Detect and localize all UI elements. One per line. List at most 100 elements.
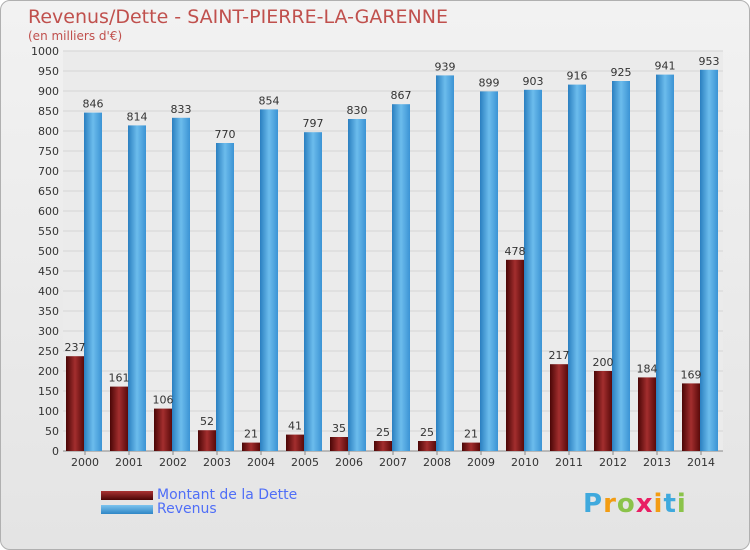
data-label-revenus: 797 xyxy=(303,117,324,130)
y-tick-label: 300 xyxy=(38,325,59,338)
data-label-revenus: 770 xyxy=(215,128,236,141)
bar-dette xyxy=(330,437,348,451)
data-label-revenus: 916 xyxy=(567,70,588,83)
bar-revenus xyxy=(480,91,498,452)
bar-dette xyxy=(418,441,436,451)
data-label-dette: 21 xyxy=(244,428,258,441)
y-tick-label: 50 xyxy=(45,425,59,438)
x-tick-label: 2001 xyxy=(115,456,143,469)
y-tick-label: 850 xyxy=(38,105,59,118)
y-tick-label: 350 xyxy=(38,305,59,318)
bar-dette xyxy=(110,386,128,451)
bar-revenus xyxy=(392,104,410,451)
bar-revenus xyxy=(656,74,674,451)
logo-letter: t xyxy=(663,489,677,519)
logo-letter: P xyxy=(583,489,604,519)
y-tick-label: 600 xyxy=(38,205,59,218)
bar-revenus xyxy=(612,81,630,451)
x-tick-label: 2014 xyxy=(687,456,715,469)
data-label-revenus: 867 xyxy=(391,89,412,102)
bar-revenus xyxy=(216,143,234,451)
y-tick-label: 1000 xyxy=(31,45,59,58)
bar-dette xyxy=(638,377,656,451)
x-tick-label: 2012 xyxy=(599,456,627,469)
legend-swatch-dette xyxy=(101,490,153,500)
proxiti-logo: Proxiti xyxy=(583,489,687,519)
data-label-dette: 184 xyxy=(637,362,658,375)
y-tick-label: 750 xyxy=(38,145,59,158)
bar-dette xyxy=(242,442,260,451)
bar-dette xyxy=(462,442,480,451)
y-tick-label: 550 xyxy=(38,225,59,238)
data-label-revenus: 939 xyxy=(435,60,456,73)
data-label-dette: 217 xyxy=(549,349,570,362)
bar-revenus xyxy=(172,117,190,452)
y-tick-label: 250 xyxy=(38,345,59,358)
logo-letter: r xyxy=(603,489,617,519)
x-tick-label: 2013 xyxy=(643,456,671,469)
x-tick-label: 2008 xyxy=(423,456,451,469)
x-tick-label: 2005 xyxy=(291,456,319,469)
legend-label-revenus: Revenus xyxy=(157,501,217,517)
bar-revenus xyxy=(348,119,366,451)
x-tick-label: 2006 xyxy=(335,456,363,469)
y-tick-label: 500 xyxy=(38,245,59,258)
y-tick-label: 450 xyxy=(38,265,59,278)
chart-title: Revenus/Dette - SAINT-PIERRE-LA-GARENNE xyxy=(28,6,448,28)
bar-revenus xyxy=(700,69,718,452)
data-label-revenus: 833 xyxy=(171,103,192,116)
x-tick-label: 2003 xyxy=(203,456,231,469)
logo-letter: i xyxy=(653,489,664,519)
x-tick-label: 2011 xyxy=(555,456,583,469)
chart-subtitle: (en milliers d'€) xyxy=(28,29,123,43)
bar-revenus xyxy=(436,75,454,452)
data-label-revenus: 814 xyxy=(127,110,148,123)
y-tick-label: 100 xyxy=(38,405,59,418)
y-tick-label: 150 xyxy=(38,385,59,398)
data-label-dette: 25 xyxy=(376,426,390,439)
data-label-revenus: 830 xyxy=(347,104,368,117)
bar-revenus xyxy=(568,84,586,451)
data-label-dette: 21 xyxy=(464,428,478,441)
logo-letter: o xyxy=(616,489,636,519)
data-label-dette: 106 xyxy=(153,394,174,407)
logo-letter: x xyxy=(635,489,654,519)
y-tick-label: 200 xyxy=(38,365,59,378)
bar-dette xyxy=(594,371,612,451)
data-label-dette: 52 xyxy=(200,415,214,428)
data-label-dette: 237 xyxy=(65,341,86,354)
y-tick-label: 0 xyxy=(52,445,59,458)
data-label-dette: 35 xyxy=(332,422,346,435)
legend-label-dette: Montant de la Dette xyxy=(157,487,298,503)
data-label-revenus: 846 xyxy=(83,98,104,111)
data-label-revenus: 899 xyxy=(479,76,500,89)
legend-item-revenus: Revenus xyxy=(101,501,217,517)
bar-revenus xyxy=(128,125,146,452)
bar-revenus xyxy=(524,89,542,452)
y-tick-label: 800 xyxy=(38,125,59,138)
data-label-revenus: 925 xyxy=(611,66,632,79)
data-label-dette: 478 xyxy=(505,245,526,258)
bar-dette xyxy=(198,430,216,451)
data-label-dette: 200 xyxy=(593,356,614,369)
data-label-dette: 169 xyxy=(681,368,702,381)
x-tick-label: 2007 xyxy=(379,456,407,469)
bar-dette xyxy=(550,364,568,451)
data-label-revenus: 854 xyxy=(259,94,280,107)
bar-revenus xyxy=(304,132,322,451)
y-tick-label: 700 xyxy=(38,165,59,178)
bar-dette xyxy=(506,259,524,451)
bar-dette xyxy=(66,356,84,451)
bar-revenus xyxy=(260,109,278,452)
y-tick-label: 950 xyxy=(38,65,59,78)
x-tick-label: 2009 xyxy=(467,456,495,469)
legend-item-dette: Montant de la Dette xyxy=(101,487,297,503)
y-tick-label: 400 xyxy=(38,285,59,298)
data-label-dette: 25 xyxy=(420,426,434,439)
data-label-revenus: 953 xyxy=(699,55,720,68)
data-label-revenus: 903 xyxy=(523,75,544,88)
x-tick-label: 2000 xyxy=(71,456,99,469)
bar-dette xyxy=(374,441,392,451)
legend-swatch-revenus xyxy=(101,504,153,514)
